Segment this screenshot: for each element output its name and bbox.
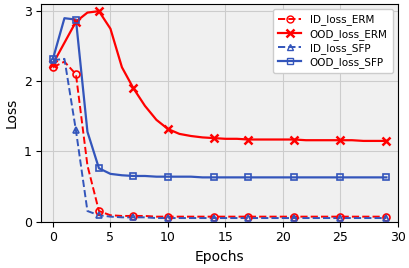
OOD_loss_SFP xyxy=(130,174,135,178)
ID_loss_ERM xyxy=(383,215,388,218)
ID_loss_SFP xyxy=(383,217,388,220)
ID_loss_SFP xyxy=(211,217,216,220)
ID_loss_ERM xyxy=(73,73,78,76)
Y-axis label: Loss: Loss xyxy=(4,98,18,128)
ID_loss_SFP xyxy=(73,129,78,132)
ID_loss_ERM xyxy=(96,209,101,213)
ID_loss_ERM xyxy=(130,214,135,218)
Legend: ID_loss_ERM, OOD_loss_ERM, ID_loss_SFP, OOD_loss_SFP: ID_loss_ERM, OOD_loss_ERM, ID_loss_SFP, … xyxy=(272,9,392,73)
OOD_loss_ERM xyxy=(291,138,296,141)
OOD_loss_SFP xyxy=(73,18,78,21)
ID_loss_ERM xyxy=(165,215,170,218)
OOD_loss_ERM xyxy=(211,136,216,140)
OOD_loss_SFP xyxy=(165,175,170,178)
OOD_loss_SFP xyxy=(337,176,342,179)
Line: OOD_loss_SFP: OOD_loss_SFP xyxy=(49,16,389,181)
OOD_loss_ERM xyxy=(96,10,101,13)
Line: ID_loss_ERM: ID_loss_ERM xyxy=(49,64,389,220)
ID_loss_SFP xyxy=(245,217,250,220)
Line: OOD_loss_ERM: OOD_loss_ERM xyxy=(49,7,390,145)
ID_loss_SFP xyxy=(96,214,101,217)
X-axis label: Epochs: Epochs xyxy=(194,250,244,264)
ID_loss_ERM xyxy=(291,215,296,218)
OOD_loss_ERM xyxy=(337,139,342,142)
OOD_loss_SFP xyxy=(96,167,101,170)
OOD_loss_ERM xyxy=(245,138,250,141)
ID_loss_SFP xyxy=(165,217,170,220)
OOD_loss_ERM xyxy=(165,127,170,131)
ID_loss_SFP xyxy=(130,216,135,219)
ID_loss_ERM xyxy=(245,215,250,218)
OOD_loss_ERM xyxy=(383,139,388,143)
Line: ID_loss_SFP: ID_loss_SFP xyxy=(49,57,389,222)
OOD_loss_ERM xyxy=(130,87,135,90)
OOD_loss_SFP xyxy=(383,176,388,179)
ID_loss_SFP xyxy=(337,217,342,220)
ID_loss_SFP xyxy=(291,217,296,220)
ID_loss_ERM xyxy=(337,215,342,218)
ID_loss_ERM xyxy=(50,66,55,69)
ID_loss_SFP xyxy=(50,59,55,62)
OOD_loss_ERM xyxy=(73,20,78,23)
OOD_loss_SFP xyxy=(291,176,296,179)
OOD_loss_ERM xyxy=(50,62,55,65)
OOD_loss_SFP xyxy=(211,176,216,179)
OOD_loss_SFP xyxy=(50,57,55,61)
OOD_loss_SFP xyxy=(245,176,250,179)
ID_loss_ERM xyxy=(211,215,216,218)
